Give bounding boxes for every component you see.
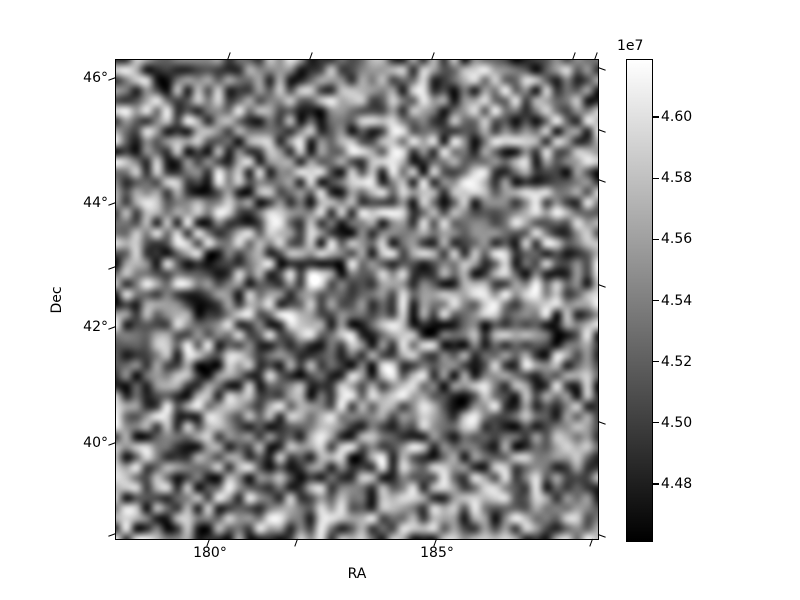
x-tick-label: 185° bbox=[420, 545, 454, 561]
y-tick-label: 46° bbox=[83, 70, 108, 86]
heatmap-image bbox=[116, 60, 598, 539]
colorbar-tick-mark bbox=[653, 299, 659, 302]
plot-area bbox=[115, 59, 599, 540]
y-tick-label: 44° bbox=[83, 194, 108, 211]
x-tick-label: 180° bbox=[193, 545, 227, 561]
colorbar-tick-mark bbox=[653, 116, 659, 118]
colorbar bbox=[626, 59, 653, 542]
y-axis-label: Dec bbox=[49, 286, 65, 314]
colorbar-tick-label: 4.58 bbox=[661, 170, 693, 187]
colorbar-tick-label: 4.60 bbox=[661, 109, 693, 126]
colorbar-tick-label: 4.52 bbox=[661, 353, 693, 370]
x-axis-label: RA bbox=[347, 566, 367, 582]
colorbar-tick-label: 4.56 bbox=[661, 231, 693, 248]
colorbar-tick-label: 4.48 bbox=[661, 475, 693, 492]
colorbar-tick-label: 4.50 bbox=[661, 414, 693, 431]
y-tick-label: 40° bbox=[83, 435, 108, 451]
colorbar-tick-label: 4.54 bbox=[661, 292, 693, 309]
y-tick-label: 42° bbox=[83, 318, 108, 335]
colorbar-scale-label: 1e7 bbox=[617, 38, 644, 54]
colorbar-tick-mark bbox=[653, 361, 659, 363]
colorbar-tick-mark bbox=[653, 238, 659, 241]
colorbar-tick-mark bbox=[653, 177, 659, 179]
colorbar-tick-mark bbox=[653, 483, 659, 485]
colorbar-tick-mark bbox=[653, 422, 659, 424]
